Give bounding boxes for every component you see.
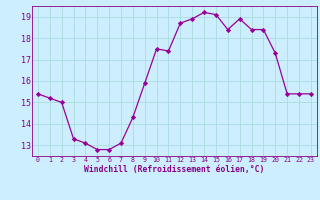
X-axis label: Windchill (Refroidissement éolien,°C): Windchill (Refroidissement éolien,°C): [84, 165, 265, 174]
